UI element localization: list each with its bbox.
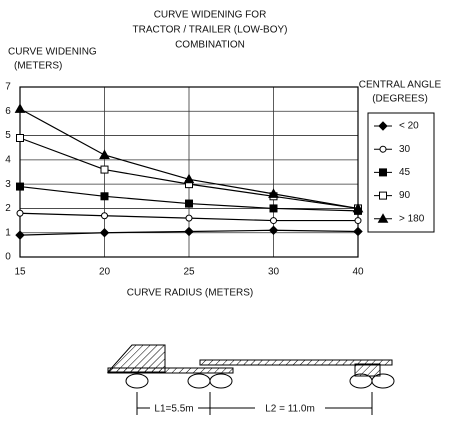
chart-title: COMBINATION xyxy=(175,40,245,51)
y-tick-label: 5 xyxy=(5,130,11,141)
y-tick-label: 0 xyxy=(5,252,11,263)
legend-box xyxy=(367,112,435,233)
marker xyxy=(379,168,387,177)
trailer-deck xyxy=(199,359,393,366)
y-tick-label: 4 xyxy=(5,154,11,165)
marker xyxy=(379,145,387,153)
marker xyxy=(184,226,194,237)
y-tick-label: 2 xyxy=(5,203,11,214)
x-tick-label: 15 xyxy=(14,267,26,278)
marker xyxy=(100,165,109,174)
dimension-label: L1=5.5m xyxy=(154,404,193,415)
legend-label: 90 xyxy=(399,190,411,201)
marker xyxy=(185,214,193,222)
marker xyxy=(270,217,277,225)
y-axis-label: (METERS) xyxy=(14,61,62,72)
marker xyxy=(185,199,193,208)
truck-diagram xyxy=(106,344,395,415)
marker xyxy=(378,121,388,131)
marker xyxy=(101,212,108,220)
legend-label: 30 xyxy=(399,144,411,155)
marker xyxy=(16,134,24,142)
legend-label: < 20 xyxy=(399,121,419,132)
marker xyxy=(99,228,110,238)
marker xyxy=(268,225,279,235)
marker xyxy=(16,209,24,217)
wheel xyxy=(125,373,149,389)
marker xyxy=(354,217,362,225)
trailer-bogie xyxy=(354,363,381,377)
marker xyxy=(377,213,389,223)
plot-frame xyxy=(19,86,359,258)
tractor-frame xyxy=(107,367,234,374)
y-tick-label: 1 xyxy=(5,227,11,238)
marker xyxy=(100,192,109,201)
marker xyxy=(183,173,195,184)
marker xyxy=(14,103,26,113)
marker xyxy=(15,230,25,240)
legend-label: > 180 xyxy=(399,213,425,224)
marker xyxy=(353,226,363,237)
chart-title: CURVE WIDENING FOR xyxy=(154,10,267,21)
marker xyxy=(379,191,387,200)
marker xyxy=(99,149,110,159)
y-tick-label: 7 xyxy=(5,82,11,93)
marker xyxy=(352,202,364,213)
x-tick-label: 30 xyxy=(268,267,280,278)
legend-label: 45 xyxy=(399,167,411,178)
x-tick-label: 25 xyxy=(183,267,195,278)
dimension-label: L2 = 11.0m xyxy=(265,404,315,415)
wheel xyxy=(187,373,211,389)
wheel xyxy=(209,373,233,389)
marker xyxy=(269,204,278,213)
marker xyxy=(268,188,279,198)
wheel xyxy=(371,373,395,389)
legend-title: (DEGREES) xyxy=(372,94,428,105)
x-tick-label: 40 xyxy=(352,267,364,278)
x-tick-label: 20 xyxy=(99,267,111,278)
y-tick-label: 6 xyxy=(5,106,11,117)
marker xyxy=(16,182,24,191)
x-axis-label: CURVE RADIUS (METERS) xyxy=(127,288,254,299)
y-tick-label: 3 xyxy=(5,179,11,190)
y-axis-label: CURVE WIDENING xyxy=(8,47,97,58)
legend-title: CENTRAL ANGLE xyxy=(359,80,442,91)
chart-title: TRACTOR / TRAILER (LOW-BOY) xyxy=(132,25,287,36)
